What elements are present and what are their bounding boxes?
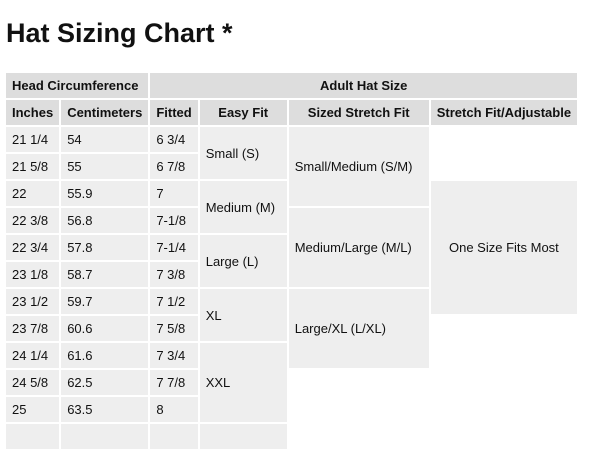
table-row: 23 1/2 59.7 7 1/2 XL Large/XL (L/XL) — [6, 289, 577, 368]
easy-fit-cell: Small (S) — [199, 127, 287, 179]
easy-fit-cell: Large (L) — [199, 235, 287, 287]
sized-stretch-cell: Small/Medium (S/M) — [288, 127, 429, 206]
easy-fit-cell: XXL — [199, 343, 287, 422]
fitted-cell — [150, 424, 198, 449]
inches-cell: 25 — [6, 397, 60, 422]
centimeters-cell: 57.8 — [61, 235, 149, 260]
centimeters-cell: 60.6 — [61, 316, 149, 341]
centimeters-cell: 61.6 — [61, 343, 149, 368]
fitted-cell: 6 7/8 — [150, 154, 198, 179]
inches-cell: 24 1/4 — [6, 343, 60, 368]
fitted-cell: 7 7/8 — [150, 370, 198, 395]
easy-fit-cell: XL — [199, 289, 287, 341]
page-title: Hat Sizing Chart * — [6, 18, 233, 48]
inches-cell: 23 7/8 — [6, 316, 60, 341]
inches-cell: 23 1/8 — [6, 262, 60, 287]
centimeters-cell: 55.9 — [61, 181, 149, 206]
table-row: 22 55.9 7 Medium (M) One Size Fits Most — [6, 181, 578, 314]
inches-cell: 21 5/8 — [6, 154, 60, 179]
easy-fit-cell: Medium (M) — [199, 181, 287, 233]
fitted-cell: 7-1/8 — [150, 208, 198, 233]
centimeters-cell: 58.7 — [61, 262, 149, 287]
centimeters-cell: 56.8 — [61, 208, 149, 233]
head-circumference-header: Head Circumference — [6, 73, 149, 98]
table-row: 25 63.5 8 — [6, 397, 577, 422]
table-row: 21 5/8 55 6 7/8 — [6, 154, 577, 179]
col-centimeters: Centimeters — [61, 100, 149, 125]
blank-cell — [430, 316, 578, 449]
blank-cell — [288, 370, 429, 449]
centimeters-cell: 63.5 — [61, 397, 149, 422]
table-row: 23 1/8 58.7 7 3/8 — [6, 262, 577, 287]
table-row: 24 5/8 62.5 7 7/8 — [6, 370, 577, 449]
inches-cell: 22 3/4 — [6, 235, 60, 260]
fitted-cell: 6 3/4 — [150, 127, 198, 152]
hat-sizing-table: Head Circumference Adult Hat Size Inches… — [4, 71, 579, 451]
centimeters-cell: 62.5 — [61, 370, 149, 395]
inches-cell: 24 5/8 — [6, 370, 60, 395]
col-inches: Inches — [6, 100, 60, 125]
table-row: 22 3/4 57.8 7-1/4 Large (L) — [6, 235, 577, 287]
stretch-adjustable-cell: One Size Fits Most — [430, 181, 578, 314]
fitted-cell: 8 — [150, 397, 198, 422]
adult-hat-size-header: Adult Hat Size — [150, 73, 578, 98]
inches-cell: 22 — [6, 181, 60, 206]
blank-cell — [430, 127, 578, 179]
centimeters-cell: 59.7 — [61, 289, 149, 314]
table-row: 22 3/8 56.8 7-1/8 Medium/Large (M/L) — [6, 208, 577, 287]
col-fitted: Fitted — [150, 100, 198, 125]
table-row: 24 1/4 61.6 7 3/4 XXL — [6, 343, 577, 422]
inches-cell: 22 3/8 — [6, 208, 60, 233]
inches-cell — [6, 424, 60, 449]
fitted-cell: 7 1/2 — [150, 289, 198, 314]
table-row: 21 1/4 54 6 3/4 Small (S) Small/Medium (S/M) — [6, 127, 578, 206]
col-stretch-adjustable: Stretch Fit/Adjustable — [430, 100, 578, 125]
centimeters-cell — [61, 424, 149, 449]
fitted-cell: 7-1/4 — [150, 235, 198, 260]
table-row: 23 7/8 60.6 7 5/8 — [6, 316, 578, 449]
easy-fit-cell — [199, 424, 287, 449]
fitted-cell: 7 — [150, 181, 198, 206]
sized-stretch-cell: Medium/Large (M/L) — [288, 208, 429, 287]
fitted-cell: 7 3/8 — [150, 262, 198, 287]
fitted-cell: 7 3/4 — [150, 343, 198, 368]
centimeters-cell: 54 — [61, 127, 149, 152]
inches-cell: 23 1/2 — [6, 289, 60, 314]
centimeters-cell: 55 — [61, 154, 149, 179]
table-row — [6, 424, 577, 449]
fitted-cell: 7 5/8 — [150, 316, 198, 341]
sized-stretch-cell: Large/XL (L/XL) — [288, 289, 429, 368]
col-sized-stretch: Sized Stretch Fit — [288, 100, 429, 125]
col-easy-fit: Easy Fit — [199, 100, 287, 125]
inches-cell: 21 1/4 — [6, 127, 60, 152]
